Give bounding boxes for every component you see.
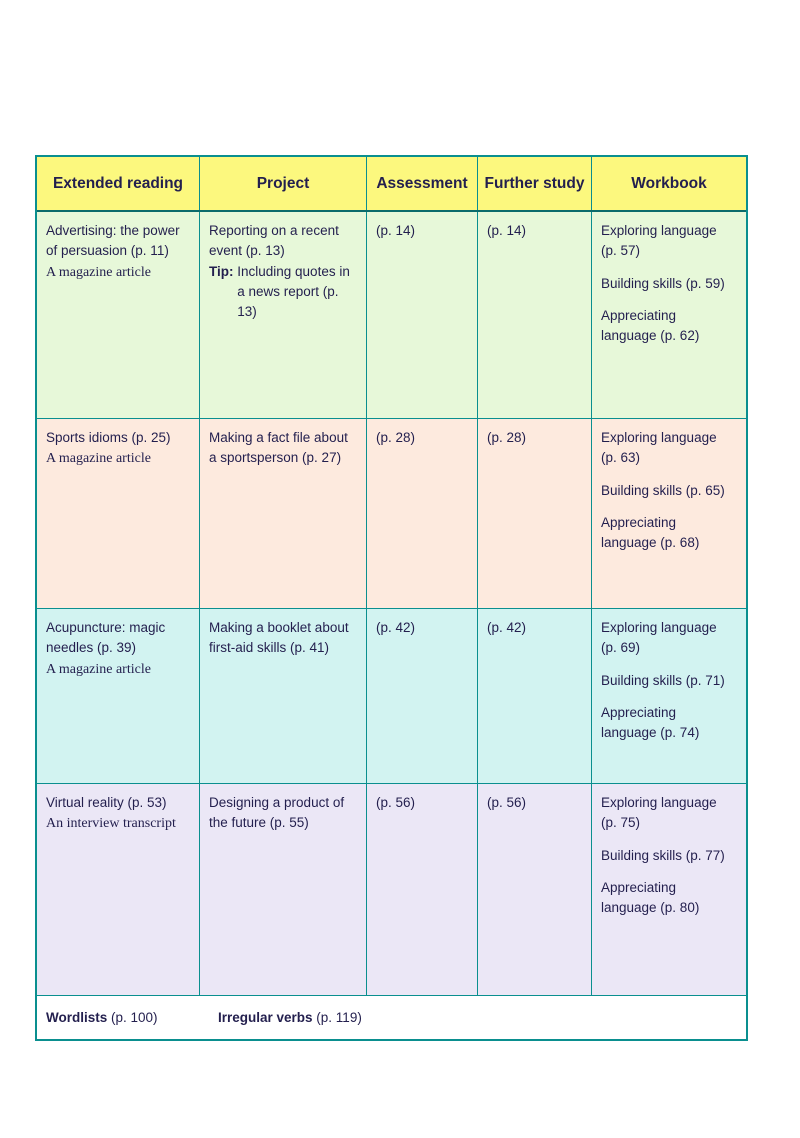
table-row: Sports idioms (p. 25) A magazine article… (37, 419, 746, 609)
project-text: Making a fact file about a sportsperson … (209, 430, 348, 466)
project-text: Designing a product of the future (p. 55… (209, 795, 345, 831)
header-workbook: Workbook (631, 174, 707, 192)
cell-assessment: (p. 14) (367, 212, 478, 418)
header-further-study: Further study (478, 157, 592, 210)
cell-further-study: (p. 56) (478, 784, 592, 995)
table-row: Virtual reality (p. 53) An interview tra… (37, 784, 746, 996)
reading-title: Sports idioms (p. 25) (46, 430, 171, 445)
cell-further-study: (p. 28) (478, 419, 592, 608)
cell-extended-reading: Acupuncture: magic needles (p. 39) A mag… (37, 609, 200, 783)
further-study-page: (p. 14) (487, 223, 527, 238)
assessment-page: (p. 28) (376, 430, 416, 445)
workbook-item: Appreciating language (p. 68) (601, 514, 700, 550)
cell-workbook: Exploring language (p. 75) Building skil… (592, 784, 746, 995)
cell-assessment: (p. 28) (367, 419, 478, 608)
wordlists-pages: (p. 100) (107, 1010, 158, 1025)
header-extended-reading: Extended reading (37, 157, 200, 210)
reading-genre: An interview transcript (46, 816, 176, 832)
assessment-page: (p. 14) (376, 223, 416, 238)
wordlists-label: Wordlists (46, 1010, 108, 1025)
further-study-page: (p. 28) (487, 430, 527, 445)
reading-genre: A magazine article (46, 451, 151, 467)
reading-title: Virtual reality (p. 53) (46, 795, 167, 810)
cell-further-study: (p. 42) (478, 609, 592, 783)
assessment-page: (p. 42) (376, 620, 416, 635)
header-assessment: Assessment (367, 157, 478, 210)
workbook-item: Building skills (p. 65) (601, 482, 725, 498)
workbook-item: Appreciating language (p. 80) (601, 879, 700, 915)
project-text: Making a booklet about first-aid skills … (209, 620, 349, 656)
workbook-item: Building skills (p. 77) (601, 847, 725, 863)
reading-genre: A magazine article (46, 661, 151, 677)
footer-row: Wordlists (p. 100) Irregular verbs (p. 1… (37, 996, 746, 1039)
irregular-verbs-label: Irregular verbs (218, 1010, 313, 1025)
tip-label: Tip: (209, 263, 238, 279)
project-tip: Tip: Including quotes in a news report (… (209, 262, 355, 323)
cell-project: Reporting on a recent event (p. 13) Tip:… (200, 212, 367, 418)
workbook-item: Appreciating language (p. 74) (601, 704, 700, 740)
workbook-item: Exploring language (p. 63) (601, 430, 717, 466)
workbook-item: Building skills (p. 71) (601, 672, 725, 688)
cell-extended-reading: Virtual reality (p. 53) An interview tra… (37, 784, 200, 995)
cell-workbook: Exploring language (p. 69) Building skil… (592, 609, 746, 783)
cell-workbook: Exploring language (p. 63) Building skil… (592, 419, 746, 608)
further-study-page: (p. 42) (487, 620, 527, 635)
cell-assessment: (p. 56) (367, 784, 478, 995)
cell-extended-reading: Sports idioms (p. 25) A magazine article (37, 419, 200, 608)
workbook-item: Exploring language (p. 75) (601, 795, 717, 831)
cell-further-study: (p. 14) (478, 212, 592, 418)
cell-project: Making a booklet about first-aid skills … (200, 609, 367, 783)
reading-title: Acupuncture: magic needles (p. 39) (46, 620, 166, 656)
header-project: Project (200, 157, 367, 210)
irregular-verbs-entry: Irregular verbs (p. 119) (218, 1010, 362, 1025)
header-row: Extended reading Project Assessment Furt… (37, 157, 746, 212)
cell-assessment: (p. 42) (367, 609, 478, 783)
workbook-item: Building skills (p. 59) (601, 275, 725, 291)
assessment-page: (p. 56) (376, 795, 416, 810)
project-text: Reporting on a recent event (p. 13) (209, 223, 339, 259)
cell-workbook: Exploring language (p. 57) Building skil… (592, 212, 746, 418)
reading-genre: A magazine article (46, 264, 151, 280)
tip-text: Including quotes in a news report (p. 13… (237, 263, 350, 320)
cell-project: Designing a product of the future (p. 55… (200, 784, 367, 995)
cell-extended-reading: Advertising: the power of persuasion (p.… (37, 212, 200, 418)
reading-title: Advertising: the power of persuasion (p.… (46, 223, 180, 259)
cell-project: Making a fact file about a sportsperson … (200, 419, 367, 608)
irregular-verbs-pages: (p. 119) (312, 1010, 362, 1025)
table-row: Advertising: the power of persuasion (p.… (37, 212, 746, 419)
further-study-page: (p. 56) (487, 795, 527, 810)
workbook-item: Appreciating language (p. 62) (601, 307, 700, 343)
workbook-item: Exploring language (p. 57) (601, 223, 717, 259)
contents-table: Extended reading Project Assessment Furt… (35, 155, 748, 1041)
table-row: Acupuncture: magic needles (p. 39) A mag… (37, 609, 746, 784)
wordlists-entry: Wordlists (p. 100) (46, 1010, 218, 1025)
workbook-item: Exploring language (p. 69) (601, 620, 717, 656)
